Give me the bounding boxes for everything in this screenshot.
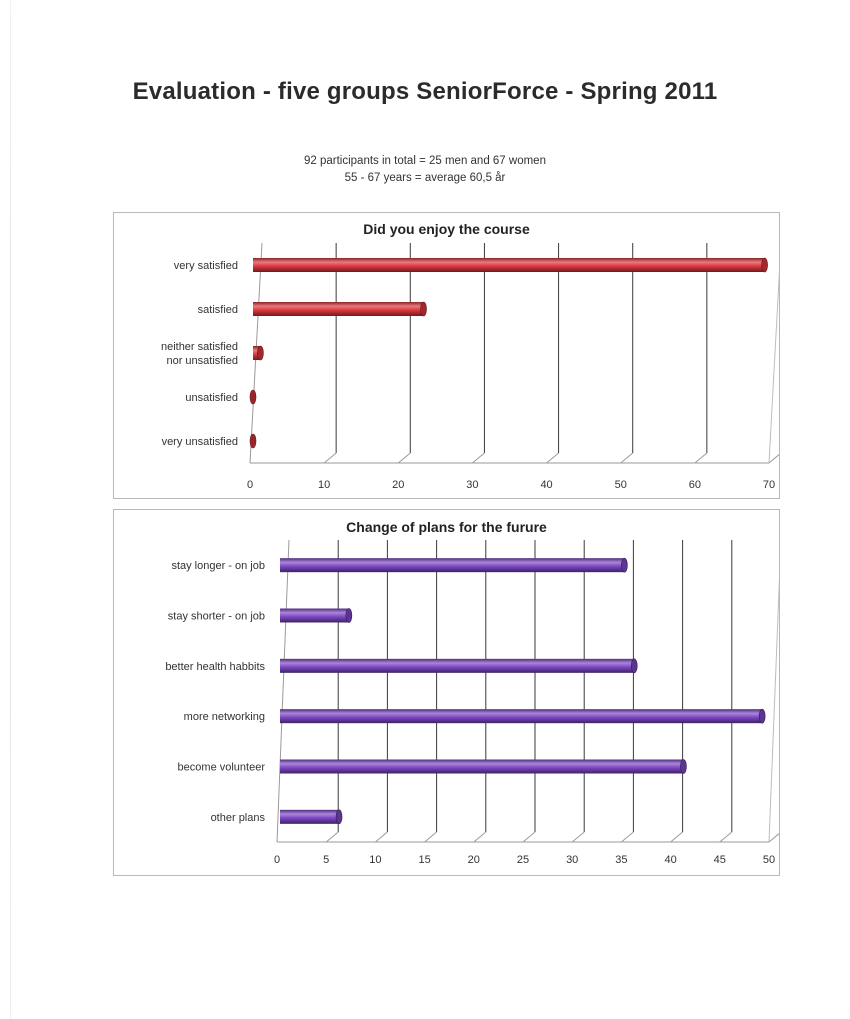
gridline-depth	[621, 831, 634, 843]
x-tick-label: 70	[763, 479, 775, 491]
enjoy-course-chart: Did you enjoy the course 0 10 20 30 40 50 60 70…	[113, 212, 780, 499]
bar-cap	[420, 301, 427, 317]
scan-edge-line	[10, 0, 11, 1019]
age-summary: 55 - 67 years = average 60,5 år	[344, 172, 506, 184]
bar-cap	[630, 658, 638, 674]
y-category-label: satisfied	[198, 304, 238, 316]
y-category-label: unsatisfied	[185, 392, 238, 404]
x-tick-label: 30	[566, 854, 578, 866]
y-category-label: more networking	[184, 711, 265, 723]
x-tick-label: 35	[615, 854, 627, 866]
change-of-plans-chart: Change of plans for the furure 0 5 10 15 20 2…	[113, 509, 780, 876]
x-tick-label: 20	[392, 479, 404, 491]
gridline-depth	[768, 454, 779, 464]
y-category-label: stay longer - on job	[171, 560, 265, 572]
x-tick-label: 15	[418, 854, 430, 866]
bar	[280, 759, 684, 774]
bar-cap	[335, 809, 343, 825]
gridline-depth	[323, 452, 337, 464]
axis-depth-line	[768, 270, 779, 464]
bar	[253, 302, 424, 316]
x-tick-label: 0	[247, 479, 253, 491]
gridline-depth	[719, 831, 733, 843]
bar-cap	[250, 436, 256, 446]
axis-depth-line	[768, 577, 779, 843]
bar-cap	[761, 257, 768, 273]
bar	[280, 608, 349, 623]
x-tick-label: 10	[318, 479, 330, 491]
enjoy-course-plot: 0 10 20 30 40 50 60 70 very satisfied satisfied ne…	[161, 242, 779, 491]
bar	[280, 809, 340, 824]
y-category-label: other plans	[211, 812, 266, 824]
x-tick-label: 20	[468, 854, 480, 866]
x-tick-label: 5	[323, 854, 329, 866]
x-tick-label: 40	[540, 479, 552, 491]
gridline-depth	[473, 831, 487, 843]
bar	[253, 346, 261, 360]
y-category-label: become volunteer	[178, 762, 266, 774]
y-category-label: very unsatisfied	[162, 436, 238, 448]
x-tick-label: 40	[664, 854, 676, 866]
x-tick-label: 60	[689, 479, 701, 491]
y-category-label: very satisfied	[174, 260, 238, 272]
bar	[253, 258, 765, 272]
gridline-depth	[325, 831, 339, 843]
chart-title: Did you enjoy the course	[363, 221, 530, 237]
x-tick-label: 45	[714, 854, 726, 866]
bar-cap	[680, 759, 687, 774]
y-category-label: nor unsatisfied	[166, 355, 238, 367]
gridline-depth	[694, 452, 708, 464]
x-tick-label: 30	[466, 479, 478, 491]
x-tick-label: 0	[274, 854, 280, 866]
bar-cap	[250, 392, 256, 402]
chart-title: Change of plans for the furure	[346, 519, 547, 535]
y-category-label: neither satisfied	[161, 341, 238, 353]
bar	[280, 709, 763, 724]
bar-cap	[257, 345, 264, 361]
axis-depth-line	[276, 539, 290, 843]
gridline-depth	[546, 452, 559, 464]
bar-cap	[621, 557, 628, 573]
gridline-depth	[522, 831, 536, 843]
gridline-depth	[375, 831, 388, 843]
gridline-depth	[670, 831, 683, 843]
gridline-depth	[768, 833, 779, 843]
x-tick-label: 10	[369, 854, 381, 866]
bar-cap	[345, 608, 353, 623]
x-tick-label: 50	[615, 479, 627, 491]
gridline-depth	[620, 452, 634, 464]
y-category-label: stay shorter - on job	[168, 611, 265, 623]
x-tick-label: 25	[517, 854, 529, 866]
bar	[280, 558, 625, 573]
bar	[280, 658, 635, 673]
bar-cap	[758, 708, 766, 724]
gridline-depth	[472, 452, 485, 464]
y-category-label: better health habbits	[165, 661, 265, 673]
change-of-plans-plot: 0 5 10 15 20 25 30 35 40 45 50 stay longer - on job…	[165, 539, 779, 866]
participants-summary: 92 participants in total = 25 men and 67…	[304, 155, 546, 167]
gridline-depth	[424, 831, 437, 843]
page-title: Evaluation - five groups SeniorForce - S…	[132, 78, 718, 105]
gridline-depth	[571, 831, 585, 843]
gridline-depth	[397, 452, 411, 464]
x-tick-label: 50	[763, 854, 775, 866]
